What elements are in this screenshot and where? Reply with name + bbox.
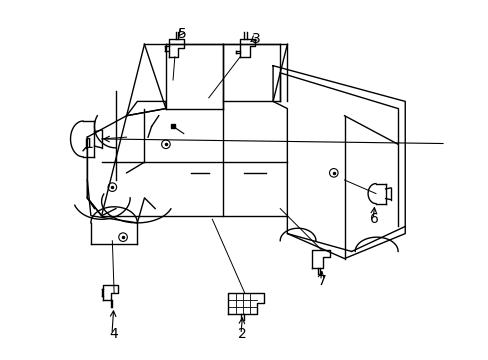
Text: 7: 7 <box>317 274 326 288</box>
Text: 1: 1 <box>84 136 93 150</box>
Text: 2: 2 <box>238 327 246 341</box>
Text: 5: 5 <box>178 27 186 41</box>
Text: 3: 3 <box>251 32 260 46</box>
Text: 4: 4 <box>109 327 118 341</box>
Text: 6: 6 <box>370 212 379 226</box>
